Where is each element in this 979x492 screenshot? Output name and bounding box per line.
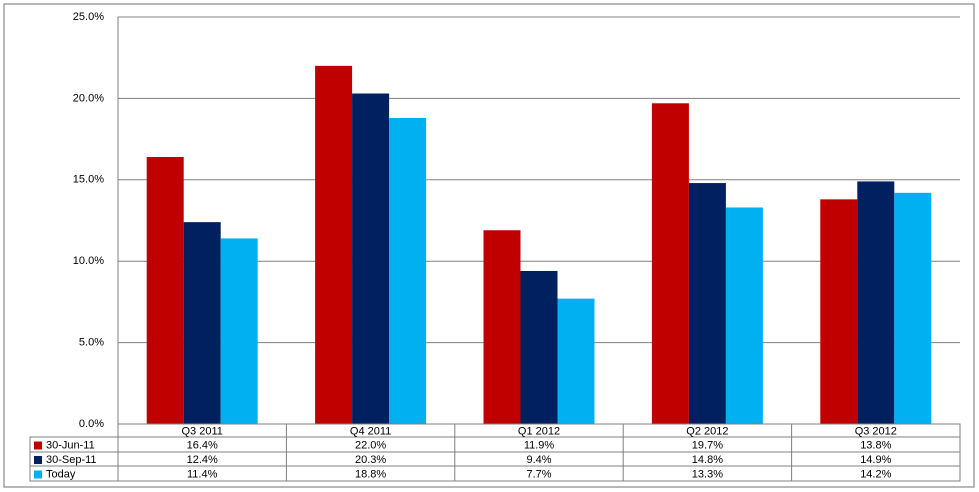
bar [520,270,558,424]
bar [651,103,689,424]
x-tick-label: Q2 2012 [686,425,728,437]
legend-key [34,470,42,479]
data-table-value: 7.7% [526,468,551,480]
bar [183,222,221,424]
data-table-value: 14.9% [860,454,891,466]
legend-key [34,441,42,450]
bar [352,93,390,425]
y-tick-label: 15.0% [73,174,104,186]
data-table-value: 20.3% [355,454,386,466]
data-table-value: 14.2% [860,468,891,480]
data-table-value: 13.8% [860,439,891,451]
bar [688,183,726,424]
y-tick-label: 25.0% [73,11,104,23]
chart-frame [3,3,975,488]
bar [315,65,353,424]
bar [857,181,895,424]
bar [725,207,763,424]
legend-label: Today [46,468,76,480]
x-tick-label: Q1 2012 [518,425,560,437]
legend-key [34,456,42,464]
bar [146,157,184,424]
data-table-value: 19.7% [692,439,723,451]
y-tick-label: 20.0% [73,92,104,104]
x-tick-label: Q3 2012 [855,425,897,437]
data-table-value: 22.0% [355,439,386,451]
y-tick-label: 5.0% [79,337,104,349]
legend-label: 30-Sep-11 [46,454,97,466]
data-table-value: 11.4% [187,468,218,480]
x-tick-label: Q4 2011 [350,425,391,437]
data-table-value: 18.8% [355,468,386,480]
x-tick-label: Q3 2011 [182,425,223,437]
data-table-value: 13.3% [692,468,723,480]
legend-label: 30-Jun-11 [46,439,95,451]
data-table-value: 11.9% [524,439,555,451]
bar [220,238,258,424]
data-table-value: 14.8% [692,454,723,466]
data-table-value: 16.4% [187,439,218,451]
bar [389,117,427,424]
bar [820,199,858,424]
data-table-value: 12.4% [187,454,218,466]
data-table-value: 9.4% [526,454,551,466]
y-tick-label: 10.0% [73,255,104,267]
bar [557,298,595,424]
bar [894,192,932,424]
y-tick-label: 0.0% [79,418,104,430]
bar [483,230,521,424]
